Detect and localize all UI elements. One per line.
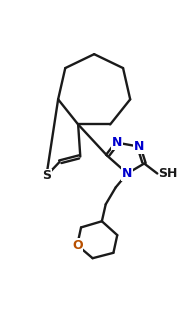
Text: N: N — [112, 136, 122, 149]
Text: N: N — [134, 140, 144, 153]
Text: SH: SH — [158, 167, 177, 180]
Text: N: N — [122, 167, 132, 180]
Text: S: S — [42, 169, 51, 182]
Text: O: O — [72, 239, 82, 252]
